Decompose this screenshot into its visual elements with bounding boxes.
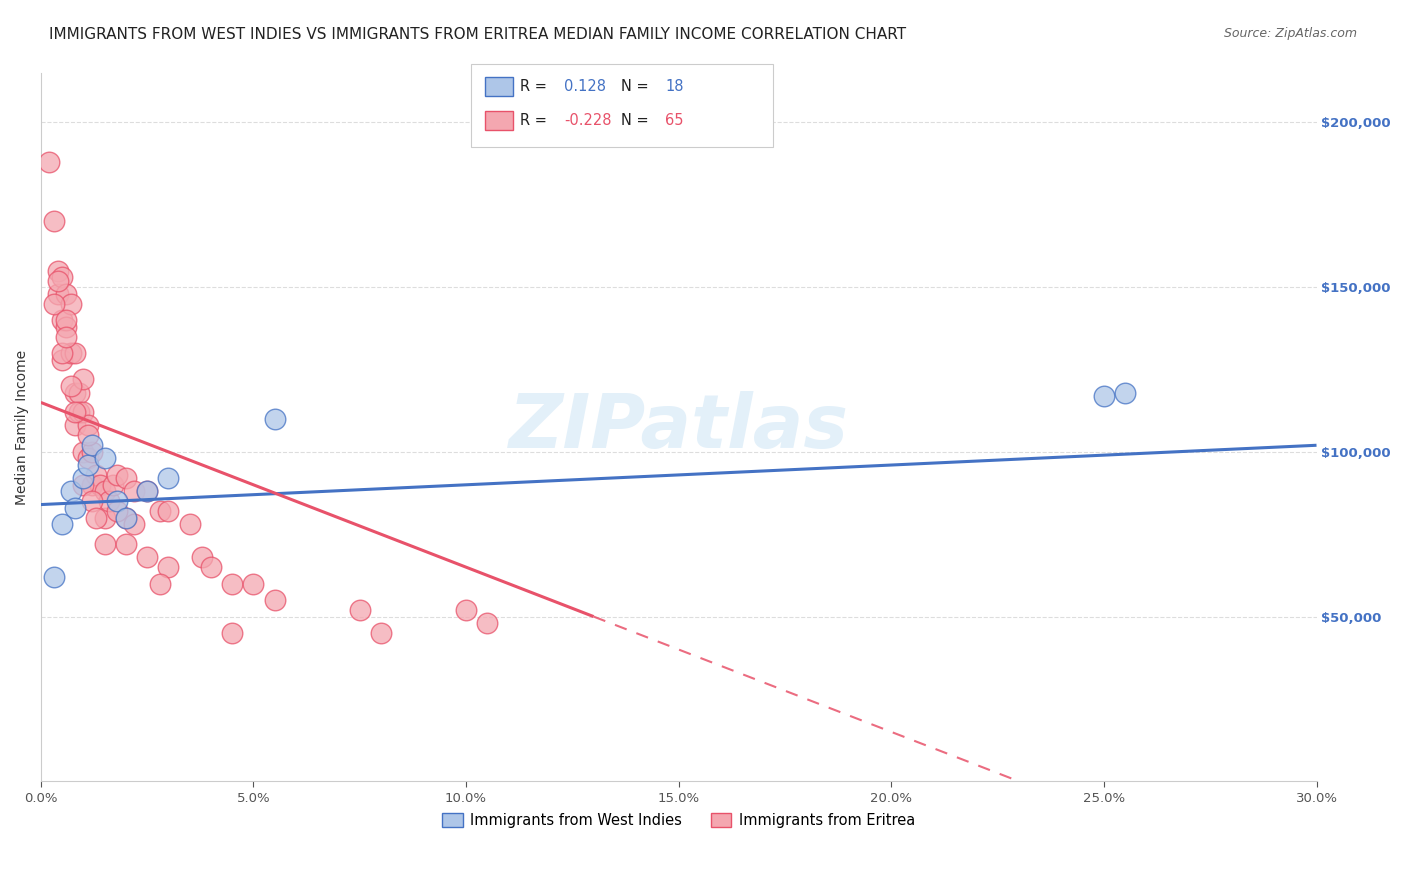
- Point: [89, 477, 111, 491]
- Point: [477, 616, 499, 631]
- Point: [38, 155, 60, 169]
- Point: [55, 319, 77, 334]
- Point: [200, 560, 222, 574]
- Point: [93, 537, 115, 551]
- Point: [51, 517, 73, 532]
- Point: [76, 418, 98, 433]
- Point: [80, 494, 103, 508]
- Point: [84, 510, 107, 524]
- Point: [67, 405, 90, 419]
- Point: [124, 517, 146, 532]
- Point: [55, 329, 77, 343]
- Point: [55, 286, 77, 301]
- Point: [63, 405, 86, 419]
- Point: [124, 484, 146, 499]
- Point: [263, 412, 285, 426]
- Point: [157, 471, 180, 485]
- Point: [179, 517, 201, 532]
- Point: [59, 296, 82, 310]
- Point: [115, 471, 138, 485]
- Point: [63, 500, 86, 515]
- Point: [93, 451, 115, 466]
- Point: [157, 504, 180, 518]
- Point: [136, 550, 159, 565]
- Text: N =: N =: [621, 113, 654, 128]
- Point: [72, 445, 94, 459]
- Point: [42, 570, 65, 584]
- Point: [242, 576, 264, 591]
- Point: [72, 471, 94, 485]
- Point: [42, 214, 65, 228]
- Point: [1092, 389, 1115, 403]
- Point: [1114, 385, 1136, 400]
- Point: [59, 346, 82, 360]
- Point: [46, 263, 69, 277]
- Point: [105, 494, 128, 508]
- Point: [72, 405, 94, 419]
- Point: [55, 313, 77, 327]
- Point: [97, 494, 120, 508]
- Point: [51, 352, 73, 367]
- Point: [67, 385, 90, 400]
- Text: 0.128: 0.128: [564, 79, 606, 94]
- Point: [51, 270, 73, 285]
- Legend: Immigrants from West Indies, Immigrants from Eritrea: Immigrants from West Indies, Immigrants …: [436, 807, 921, 834]
- Point: [149, 504, 172, 518]
- Point: [149, 576, 172, 591]
- Point: [115, 510, 138, 524]
- Point: [80, 438, 103, 452]
- Point: [63, 346, 86, 360]
- Point: [51, 346, 73, 360]
- Point: [370, 626, 392, 640]
- Point: [63, 385, 86, 400]
- Point: [59, 379, 82, 393]
- Point: [136, 484, 159, 499]
- Point: [115, 510, 138, 524]
- Point: [136, 484, 159, 499]
- Text: 18: 18: [665, 79, 683, 94]
- Text: N =: N =: [621, 79, 654, 94]
- Point: [80, 477, 103, 491]
- Y-axis label: Median Family Income: Median Family Income: [15, 350, 30, 505]
- Text: -0.228: -0.228: [564, 113, 612, 128]
- Point: [93, 484, 115, 499]
- Point: [105, 467, 128, 482]
- Point: [263, 593, 285, 607]
- Point: [80, 445, 103, 459]
- Point: [221, 576, 243, 591]
- Text: IMMIGRANTS FROM WEST INDIES VS IMMIGRANTS FROM ERITREA MEDIAN FAMILY INCOME CORR: IMMIGRANTS FROM WEST INDIES VS IMMIGRANT…: [49, 27, 907, 42]
- Point: [105, 504, 128, 518]
- Point: [51, 313, 73, 327]
- Text: R =: R =: [520, 113, 551, 128]
- Text: R =: R =: [520, 79, 551, 94]
- Point: [191, 550, 214, 565]
- Point: [46, 274, 69, 288]
- Text: 65: 65: [665, 113, 683, 128]
- Point: [101, 477, 124, 491]
- Point: [93, 510, 115, 524]
- Point: [72, 477, 94, 491]
- Point: [63, 418, 86, 433]
- Point: [46, 286, 69, 301]
- Point: [59, 484, 82, 499]
- Point: [72, 372, 94, 386]
- Point: [42, 296, 65, 310]
- Text: Source: ZipAtlas.com: Source: ZipAtlas.com: [1223, 27, 1357, 40]
- Point: [349, 603, 371, 617]
- Point: [76, 458, 98, 472]
- Point: [76, 428, 98, 442]
- Point: [221, 626, 243, 640]
- Point: [454, 603, 477, 617]
- Text: ZIPatlas: ZIPatlas: [509, 391, 849, 464]
- Point: [76, 451, 98, 466]
- Point: [84, 467, 107, 482]
- Point: [115, 537, 138, 551]
- Point: [157, 560, 180, 574]
